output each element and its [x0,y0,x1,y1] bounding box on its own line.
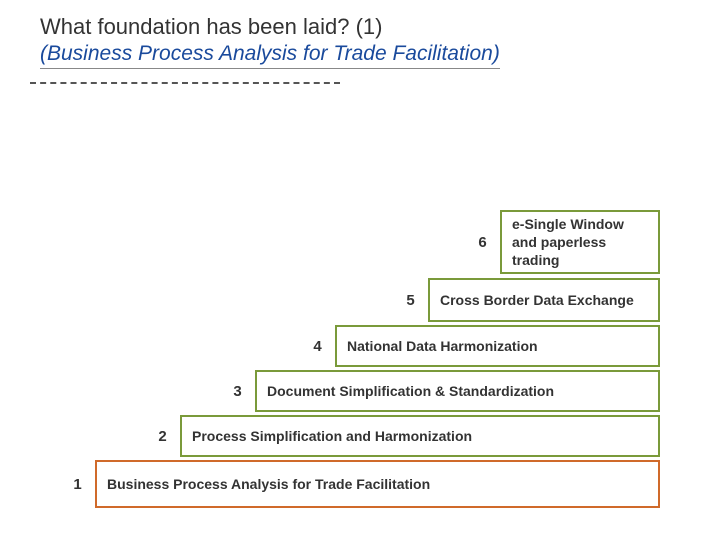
step-6: 6e-Single Window and paperless trading [465,210,660,274]
step-label-box: Business Process Analysis for Trade Faci… [95,460,660,508]
step-3: 3Document Simplification & Standardizati… [220,370,660,412]
step-2: 2Process Simplification and Harmonizatio… [145,415,660,457]
dashed-divider [30,82,340,84]
step-number: 1 [60,460,95,508]
step-number: 4 [300,325,335,367]
step-4: 4National Data Harmonization [300,325,660,367]
step-number: 3 [220,370,255,412]
step-number: 5 [393,278,428,322]
page-title: What foundation has been laid? (1) [40,14,382,40]
step-number: 6 [465,210,500,274]
step-label-box: Process Simplification and Harmonization [180,415,660,457]
step-label-box: Cross Border Data Exchange [428,278,660,322]
step-5: 5Cross Border Data Exchange [393,278,660,322]
step-label-box: e-Single Window and paperless trading [500,210,660,274]
step-label-box: National Data Harmonization [335,325,660,367]
page-subtitle: (Business Process Analysis for Trade Fac… [40,42,500,69]
step-1: 1Business Process Analysis for Trade Fac… [60,460,660,508]
step-label-box: Document Simplification & Standardizatio… [255,370,660,412]
step-number: 2 [145,415,180,457]
